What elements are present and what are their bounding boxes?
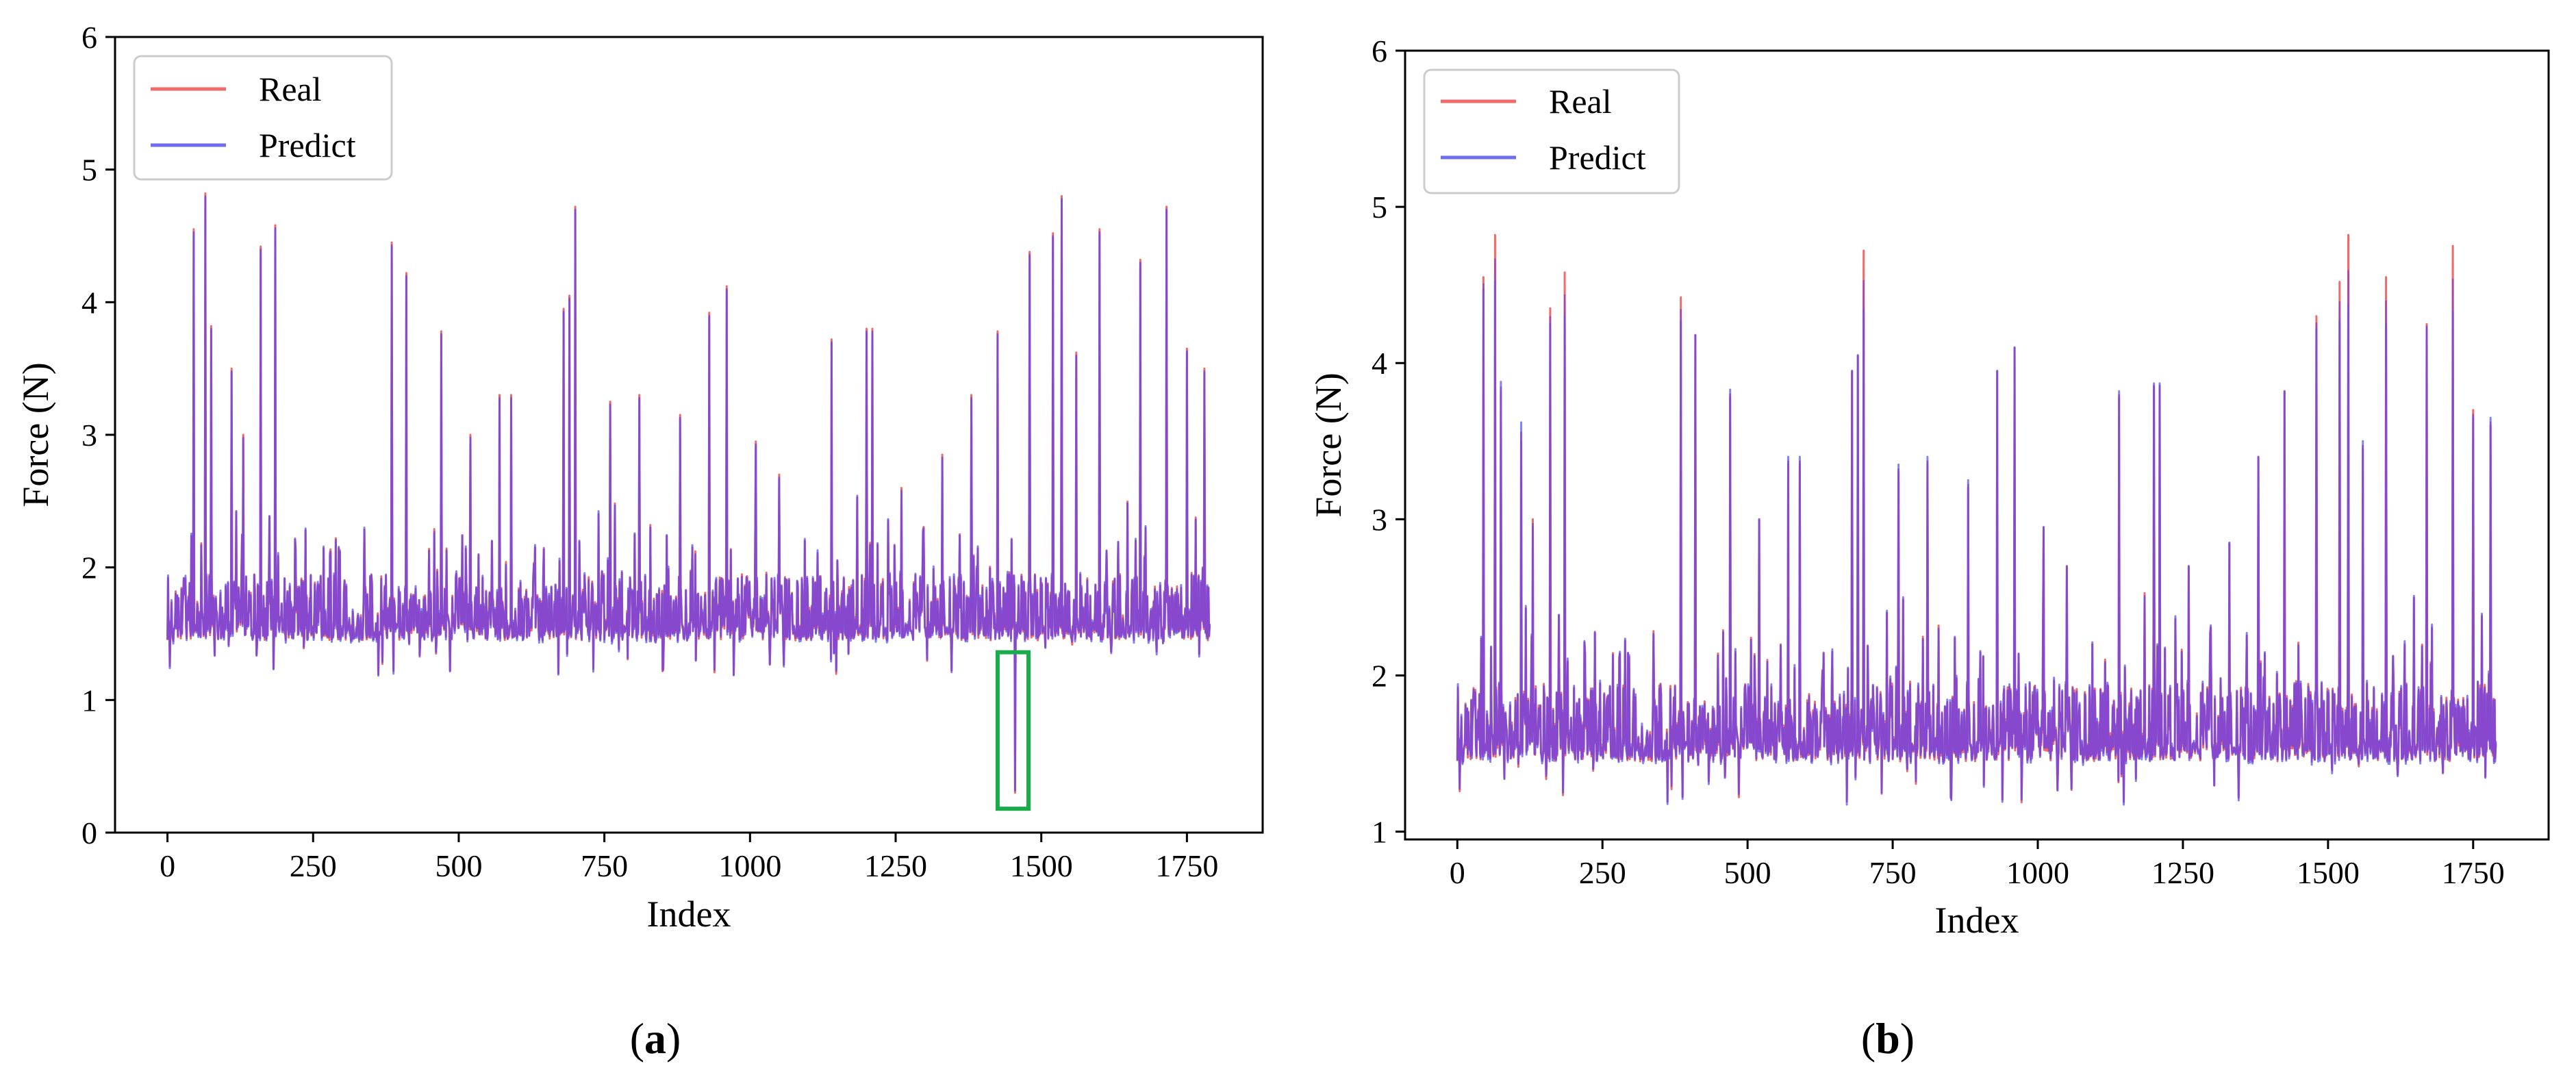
x-tick-label-a-7: 1750 [1155, 848, 1218, 883]
y-tick-label-b-0: 1 [1372, 815, 1387, 850]
x-tick-label-a-3: 750 [581, 848, 628, 883]
y-tick-label-a-2: 2 [81, 551, 97, 585]
x-tick-label-b-7: 1750 [2442, 855, 2505, 890]
series-overlap-line-b [1456, 258, 2497, 803]
x-tick-label-a-1: 250 [290, 848, 337, 883]
y-tick-label-a-4: 4 [81, 285, 97, 320]
panel-b: 0 250 500 750 1000 1250 1500 1750 1 2 3 4 5 6 Index F… [1308, 34, 2550, 1063]
x-tick-label-b-2: 500 [1724, 855, 1771, 890]
series-layer-a [166, 192, 1211, 794]
series-overlap-line-a [166, 195, 1211, 792]
y-tick-label-b-3: 4 [1372, 346, 1387, 381]
x-tick-label-a-2: 500 [435, 848, 482, 883]
x-tick-label-b-4: 1000 [2006, 855, 2069, 890]
legend-box-a [133, 55, 393, 181]
y-tick-label-b-1: 2 [1372, 658, 1387, 693]
x-axis-title-b: Index [1935, 900, 2019, 941]
panel-label-a: (a) [630, 1014, 681, 1063]
legend-label-real-b: Real [1549, 82, 1612, 121]
panel-label-b: (b) [1861, 1014, 1915, 1063]
x-tick-label-b-3: 750 [1869, 855, 1917, 890]
y-axis-title-b: Force (N) [1308, 372, 1349, 517]
x-tick-label-a-6: 1500 [1010, 848, 1073, 883]
y-tick-label-a-6: 6 [81, 20, 97, 55]
y-tick-label-a-0: 0 [81, 815, 97, 850]
annotation-layer-a [995, 650, 1031, 811]
annotation-box-a [995, 650, 1031, 811]
y-tick-label-a-1: 1 [81, 683, 97, 718]
y-tick-label-b-2: 3 [1372, 502, 1387, 537]
y-tick-label-a-3: 3 [81, 418, 97, 453]
x-tick-label-a-0: 0 [160, 848, 175, 883]
y-tick-label-b-5: 6 [1372, 34, 1387, 68]
ticks-b: 0 250 500 750 1000 1250 1500 1750 1 2 3 4 5 6 [1372, 34, 2505, 890]
panel-label-letter-b: b [1876, 1014, 1900, 1063]
panel-label-letter-a: a [644, 1014, 666, 1063]
y-axis-title-a: Force (N) [15, 362, 56, 507]
legend-label-predict-a: Predict [259, 126, 356, 164]
series-layer-b [1456, 233, 2497, 806]
x-axis-title-a: Index [647, 894, 731, 935]
y-tick-label-a-5: 5 [81, 153, 97, 188]
x-tick-label-b-1: 250 [1579, 855, 1626, 890]
y-tick-label-b-4: 5 [1372, 190, 1387, 225]
x-tick-label-b-5: 1250 [2151, 855, 2214, 890]
legend-a: Real Predict [133, 55, 393, 181]
x-tick-label-a-5: 1250 [864, 848, 927, 883]
x-tick-label-b-0: 0 [1450, 855, 1465, 890]
legend-label-predict-b: Predict [1549, 138, 1646, 177]
legend-label-real-a: Real [259, 70, 322, 108]
ticks-a: 0 250 500 750 1000 1250 1500 1750 0 1 2 3 4 5 6 [81, 20, 1218, 883]
x-tick-label-b-6: 1500 [2297, 855, 2360, 890]
legend-b: Real Predict [1423, 68, 1680, 194]
x-tick-label-a-4: 1000 [718, 848, 781, 883]
